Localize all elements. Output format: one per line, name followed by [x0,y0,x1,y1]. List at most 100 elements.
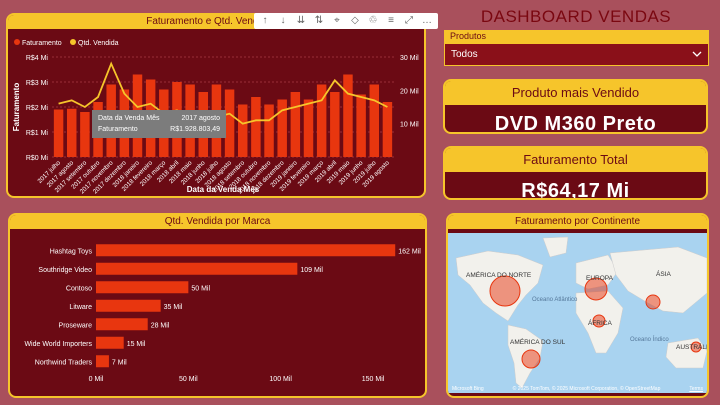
chart-tooltip: Data da Venda Mês 2017 agosto Faturament… [92,110,226,138]
brand-bar[interactable] [96,281,189,294]
product-dropdown[interactable]: Todos [444,43,709,66]
bubble-africa[interactable] [592,314,606,328]
tooltip-value: R$1.928.803,49 [170,126,220,133]
label-europe: EUROPA [586,275,614,282]
legend-label: Faturamento [22,40,62,47]
revenue-bar[interactable] [277,99,287,158]
revenue-bar[interactable] [343,74,353,158]
revenue-bar[interactable] [66,108,77,157]
continent-map-panel: Faturamento por Continente AMÉRICA DO NO… [446,213,709,398]
more-options-icon[interactable]: … [422,15,432,26]
card-title: Produto mais Vendido [445,81,706,105]
bubble-south-america[interactable] [521,349,541,369]
revenue-bar[interactable] [224,89,235,158]
brand-bar-chart: Hashtag Toys 162 Mil Southridge Video 109 M… [24,244,421,383]
revenue-bar[interactable] [80,112,90,157]
australia-shape [665,337,707,369]
bar-value-label: 50 Mil [191,285,210,292]
bar-value-label: 162 Mil [398,248,421,255]
bubble-europe[interactable] [584,277,608,301]
filter-icon[interactable]: ≡ [388,15,394,26]
revenue-bar[interactable] [369,84,380,158]
brand-bar[interactable] [96,262,298,275]
category-label: Contoso [66,285,92,292]
brand-bar[interactable] [96,299,161,312]
bubble-australia[interactable] [690,341,702,353]
map-terms-link[interactable]: Terms [689,386,703,392]
revenue-bar[interactable] [356,94,366,158]
legend-marker [70,39,76,45]
x-tick-label: 150 Mil [362,376,385,383]
tooltip-key: Data da Venda Mês [98,115,160,122]
slicer-label: Produtos [444,30,709,43]
revenue-bar[interactable] [303,99,314,158]
brand-chart-title: Qtd. Vendida por Marca [10,215,425,229]
brand-bar[interactable] [96,336,124,349]
greenland-shape [542,236,569,258]
bell-icon[interactable]: ♲ [368,15,378,26]
bubble-north-america[interactable] [489,275,521,307]
label-south-america: AMÉRICA DO SUL [510,337,566,346]
expand-next-level-icon[interactable]: ⇊ [296,15,306,26]
tooltip-row: Faturamento R$1.928.803,49 [98,124,220,135]
x-axis-title: Data da Venda Mês [187,185,260,194]
drill-up-icon[interactable]: ↑ [262,15,268,26]
y-tick-label: R$0 Mi [26,155,49,162]
bar-value-label: 15 Mil [127,341,146,348]
revenue-bar[interactable] [382,102,393,157]
world-map[interactable]: AMÉRICA DO NORTE EUROPA ÁSIA ÁFRICA AMÉR… [448,233,707,393]
y2-tick-label: 10 Mil [400,122,419,129]
category-label: Northwind Traders [35,359,93,366]
card-title: Faturamento Total [445,148,706,172]
revenue-bar[interactable] [251,97,261,157]
y2-tick-label: 20 Mil [400,88,419,95]
bing-logo: Microsoft Bing [452,386,484,392]
copy-icon[interactable]: ◇ [351,15,359,26]
brand-bar[interactable] [96,318,148,331]
tooltip-row: Data da Venda Mês 2017 agosto [98,113,220,124]
x-tick-label: 0 Mil [89,376,104,383]
map-credit: © 2025 TomTom, © 2025 Microsoft Corporat… [512,386,661,392]
revenue-bar[interactable] [53,109,64,158]
legend-label: Qtd. Vendida [78,40,119,47]
brand-bar[interactable] [96,355,109,368]
europe-shape [575,254,619,290]
revenue-bar[interactable] [237,104,248,158]
tooltip-key: Faturamento [98,126,138,133]
y-tick-label: R$1 Mi [26,130,49,137]
label-australia: AUSTRÁLI [676,342,707,351]
bar-value-label: 109 Mil [300,267,323,274]
category-label: Litware [69,304,92,311]
bar-value-label: 28 Mil [151,322,170,329]
y-axis-title: Faturamento [12,83,21,132]
y-tick-label: R$4 Mi [26,55,49,62]
asia-shape [609,246,707,314]
chevron-down-icon[interactable] [692,44,702,73]
category-label: Wide World Importers [24,341,92,348]
legend-marker [14,39,20,45]
revenue-bar[interactable] [316,84,327,158]
pin-icon[interactable]: ⌖ [334,15,340,26]
go-to-next-level-icon[interactable]: ⇅ [314,15,324,26]
dashboard-title: DASHBOARD VENDAS [480,7,672,26]
product-slicer: Produtos Todos [444,30,709,66]
x-tick-label: 100 Mil [269,376,292,383]
revenue-bar[interactable] [330,92,340,157]
label-north-america: AMÉRICA DO NORTE [466,270,532,279]
map-footer: Microsoft Bing © 2025 TomTom, © 2025 Mic… [452,386,703,392]
category-label: Proseware [59,322,93,329]
focus-mode-icon[interactable]: ⤢ [405,15,413,26]
revenue-bar[interactable] [290,92,301,157]
brand-bar[interactable] [96,244,396,257]
drill-down-icon[interactable]: ↓ [280,15,286,26]
revenue-bar[interactable] [264,104,274,158]
bar-value-label: 35 Mil [164,304,183,311]
map-title: Faturamento por Continente [448,215,707,229]
label-ocean-atlantic: Oceano Atlântico [532,297,578,303]
category-label: Hashtag Toys [50,248,93,255]
label-africa: ÁFRICA [588,318,613,327]
total-revenue-card: Faturamento Total R$64,17 Mi [443,146,708,200]
bubble-asia[interactable] [645,294,661,310]
tooltip-value: 2017 agosto [181,115,220,122]
label-asia: ÁSIA [656,269,671,278]
